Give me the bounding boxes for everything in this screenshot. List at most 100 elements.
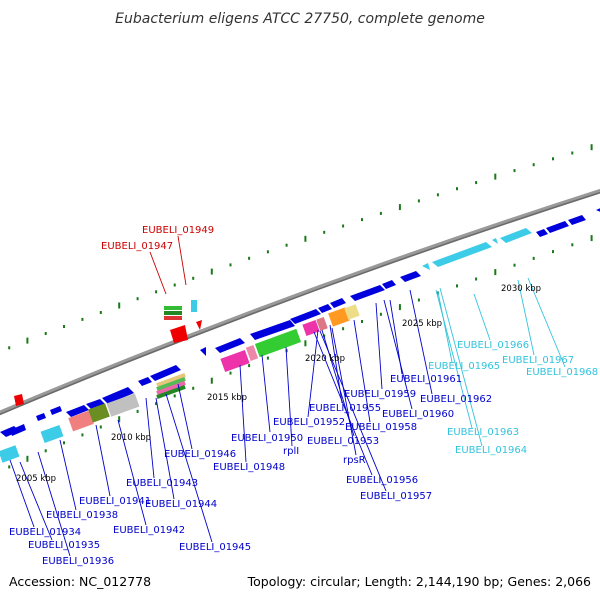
leader-line [435, 289, 473, 429]
leader-line [165, 393, 213, 543]
gc-tick [210, 377, 213, 384]
gene-label: EUBELI_01945 [179, 542, 251, 553]
gc-tick [552, 157, 554, 161]
label-leader-lines [9, 235, 566, 557]
leader-line [313, 331, 373, 476]
tick-label: 2030 kbp [501, 284, 541, 294]
gene-label: EUBELI_01936 [42, 556, 114, 567]
leader-line [439, 287, 483, 447]
leader-line [285, 346, 293, 447]
gene-label: EUBELI_01966 [457, 340, 529, 351]
gc-tick [494, 269, 497, 276]
leader-line [177, 383, 193, 450]
tick-label: 2015 kbp [207, 393, 247, 403]
gene-label: EUBELI_01957 [360, 491, 432, 502]
gc-tick [456, 284, 458, 288]
topology-text: Topology: circular; Length: 2,144,190 bp… [247, 574, 591, 589]
gc-tick [63, 325, 65, 328]
leader-line [383, 299, 413, 410]
gc-tick [26, 455, 29, 462]
gene-label: EUBELI_01944 [145, 499, 217, 510]
gc-tick [285, 243, 288, 247]
gc-tick [475, 277, 478, 281]
gc-tick [571, 151, 574, 155]
gc-tick [118, 416, 121, 423]
gene-label: EUBELI_01956 [346, 475, 418, 486]
leader-line [177, 235, 187, 286]
gc-tick [136, 297, 139, 301]
feature-track [0, 208, 600, 463]
gc-tick [590, 235, 593, 242]
gc-tick [44, 449, 47, 453]
gc-tick [494, 173, 497, 180]
leader-line [37, 451, 71, 557]
gc-tick [248, 256, 251, 260]
gc-tick [475, 181, 478, 185]
gene-label: EUBELI_01934 [9, 527, 81, 538]
gene-label: EUBELI_01955 [309, 403, 381, 414]
gc-tick [173, 394, 176, 398]
gc-tick [44, 332, 47, 335]
leader-line [19, 461, 53, 541]
gene-label: EUBELI_01935 [28, 540, 100, 551]
gc-tick [379, 211, 382, 215]
gc-tick [155, 290, 158, 294]
leader-line [239, 364, 247, 463]
gene-label: rplI [283, 446, 299, 457]
leader-line [437, 291, 453, 363]
leader-line [319, 330, 387, 492]
leader-line [9, 459, 35, 528]
gc-tick [8, 465, 11, 469]
gene-label: EUBELI_01941 [79, 496, 151, 507]
map-title: Eubacterium eligens ATCC 27750, complete… [115, 11, 485, 27]
gc-tick [552, 250, 554, 254]
leader-line [375, 302, 383, 390]
gc-tick [304, 235, 307, 242]
gene-arrows-forward [0, 208, 600, 437]
gene-label: EUBELI_01943 [126, 478, 198, 489]
gc-tick [417, 199, 420, 203]
leader-line [353, 319, 371, 423]
gc-tick [229, 263, 232, 267]
gc-tick [379, 312, 382, 316]
gc-tick [513, 263, 516, 267]
gc-tick [192, 276, 195, 280]
gc-tick [456, 187, 458, 191]
gc-tick [26, 337, 29, 344]
leader-line [527, 277, 566, 368]
leader-line [261, 354, 271, 433]
gene-label: EUBELI_01950 [231, 433, 303, 444]
gene-label: EUBELI_01942 [113, 525, 185, 536]
gc-tick [118, 302, 121, 309]
gc-tick [590, 144, 593, 151]
gc-tick [210, 268, 213, 275]
gc-tick [99, 311, 102, 314]
gc-tick [229, 371, 232, 375]
gc-tick [398, 204, 401, 211]
trna-features [0, 228, 532, 463]
gc-tick [361, 218, 363, 222]
gene-label: rpsR [343, 455, 366, 466]
gene-label: EUBELI_01968 [526, 367, 598, 378]
gc-tick [571, 243, 574, 247]
gc-tick [304, 340, 307, 347]
genome-backbone [0, 188, 600, 416]
leader-line [331, 327, 357, 456]
gc-tick [155, 402, 158, 406]
gc-tick [417, 298, 420, 302]
leader-line [155, 397, 175, 500]
gene-label: EUBELI_01938 [46, 510, 118, 521]
rrna-features [14, 320, 202, 406]
gc-tick [81, 433, 84, 437]
gc-tick [323, 230, 326, 234]
leader-line [473, 293, 491, 341]
tick-label: 2010 kbp [111, 433, 151, 443]
leader-line [307, 329, 319, 418]
accession-text: Accession: NC_012778 [9, 574, 151, 589]
leader-line [409, 289, 433, 395]
gc-content-track [8, 144, 593, 469]
gc-tick [342, 327, 345, 331]
gene-label: EUBELI_01964 [455, 445, 527, 456]
leader-line [145, 397, 155, 479]
